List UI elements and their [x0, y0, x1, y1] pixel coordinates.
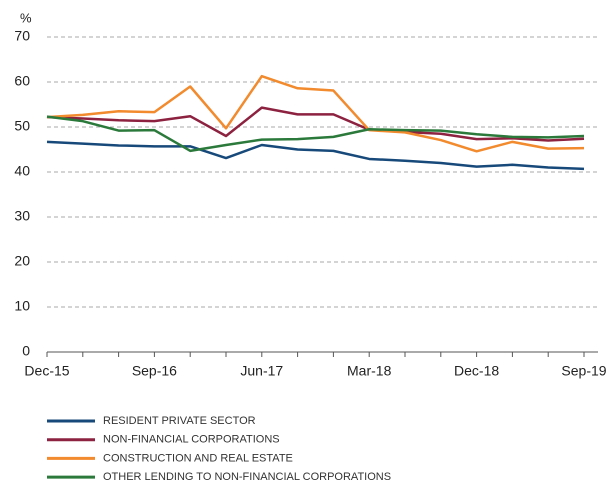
y-tick-label: 40 — [14, 163, 30, 179]
y-tick-label: 50 — [14, 118, 30, 134]
legend-label: OTHER LENDING TO NON-FINANCIAL CORPORATI… — [103, 471, 391, 483]
legend-label: CONSTRUCTION AND REAL ESTATE — [103, 452, 293, 464]
series-line — [46, 74, 585, 153]
legend-label: RESIDENT PRIVATE SECTOR — [103, 415, 256, 427]
y-tick-label: 30 — [14, 208, 30, 224]
y-tick-label: 20 — [14, 253, 30, 269]
y-tick-label: 60 — [14, 73, 30, 89]
x-tick-label: Dec-18 — [454, 363, 499, 379]
series-line — [46, 115, 585, 153]
series-line — [46, 140, 585, 171]
x-tick-label: Dec-15 — [24, 363, 69, 379]
y-tick-label: 0 — [22, 343, 30, 359]
x-tick-label: Sep-16 — [132, 363, 177, 379]
x-tick-label: Sep-19 — [561, 363, 606, 379]
y-tick-label: 70 — [14, 28, 30, 44]
x-tick-label: Jun-17 — [240, 363, 283, 379]
legend-label: NON-FINANCIAL CORPORATIONS — [103, 434, 280, 446]
series-line — [46, 106, 585, 142]
y-tick-label: 10 — [14, 298, 30, 314]
x-tick-label: Mar-18 — [347, 363, 392, 379]
y-unit: % — [20, 10, 32, 25]
